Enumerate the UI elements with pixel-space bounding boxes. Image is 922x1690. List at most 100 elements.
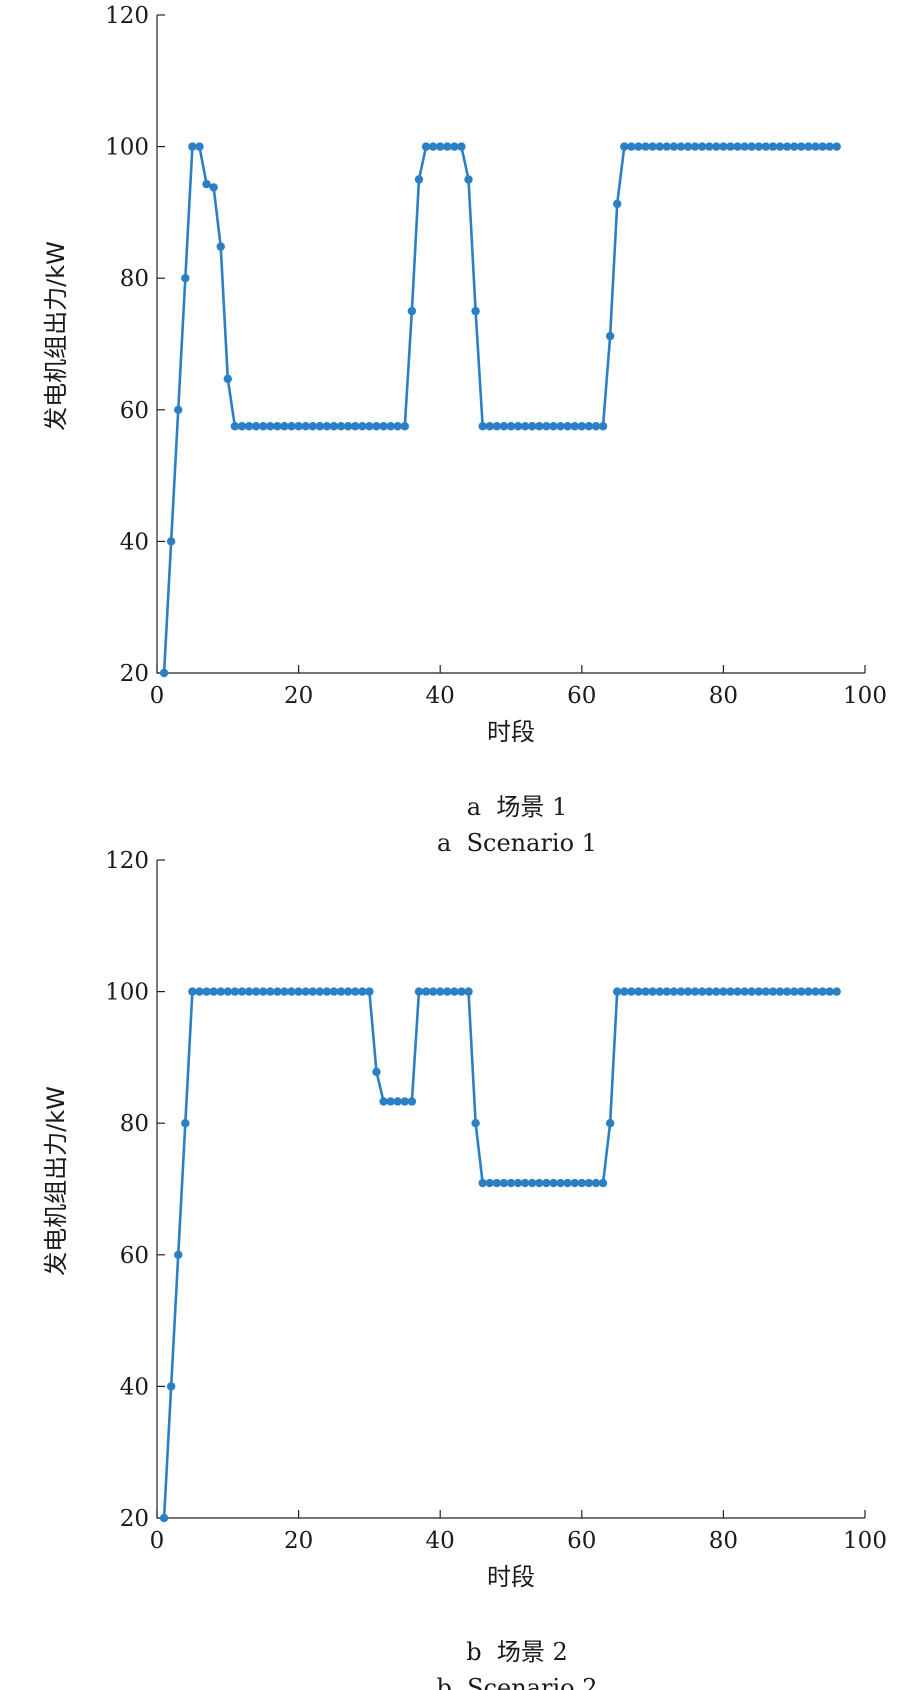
chart-a-data-point <box>832 142 841 151</box>
chart-a-data-point <box>613 199 622 209</box>
chart-b-data-point <box>450 987 459 996</box>
chart-b-data-point <box>804 987 813 996</box>
chart-a-x-tick-label: 40 <box>426 683 455 709</box>
chart-b-data-point <box>280 987 289 996</box>
chart-b-data-point <box>669 987 679 996</box>
chart-b-data-point <box>782 987 792 996</box>
chart-a-data-point <box>280 422 289 431</box>
chart-a-data-point <box>542 422 551 431</box>
chart-a-data-point <box>372 422 381 431</box>
chart-b-data-point <box>485 1178 494 1188</box>
chart-a-data-point <box>230 422 240 431</box>
chart-a-data-point <box>464 175 473 184</box>
chart-b-data-point <box>329 987 339 996</box>
chart-b-data-point <box>322 987 332 996</box>
chart-panel-a: 20 40 60 80 100 120 0 20 40 60 80 100 时段 发电机组出力/kW… <box>42 3 887 857</box>
chart-b-data-point <box>620 987 629 996</box>
chart-b-data-point <box>535 1178 544 1188</box>
chart-a-data-point <box>620 142 629 151</box>
chart-b-data-point <box>351 987 360 996</box>
chart-a-data-point <box>421 142 431 151</box>
chart-a-x-tick-label: 0 <box>150 683 165 709</box>
chart-a-x-tick-label: 80 <box>709 683 738 709</box>
chart-b-data-point <box>237 987 247 996</box>
chart-b-x-axis-label: 时段 <box>487 1563 535 1591</box>
chart-a-data-point <box>471 306 480 316</box>
chart-b-data-point <box>251 987 261 996</box>
chart-b-data-point <box>209 987 218 996</box>
chart-a-data-point <box>358 422 367 431</box>
chart-a-data-point <box>457 142 466 151</box>
chart-b-caption-cn: b 场景 2 <box>466 1638 568 1666</box>
chart-a-data-point <box>336 422 346 431</box>
chart-a-caption-cn: a 场景 1 <box>467 793 567 821</box>
chart-b-data-point <box>428 987 438 996</box>
chart-a-data-point <box>506 422 516 431</box>
chart-b-data-point <box>365 987 374 996</box>
chart-b-data-point <box>662 987 671 996</box>
chart-b-data-point <box>790 987 799 996</box>
chart-a-data-point <box>726 142 735 151</box>
chart-a-data-point <box>436 142 445 151</box>
chart-b-data-point <box>655 987 664 996</box>
chart-b-data-point <box>761 987 771 996</box>
chart-a-data-point <box>712 142 721 151</box>
chart-a-x-tick-label: 20 <box>284 683 313 709</box>
chart-a-data-point <box>705 142 714 151</box>
chart-b-data-point <box>513 1178 523 1188</box>
chart-a-data-point <box>223 374 232 384</box>
chart-a-data-point <box>719 142 728 151</box>
chart-b-data-point <box>740 987 749 996</box>
chart-a-data-point <box>797 142 806 151</box>
chart-a-data-point <box>414 175 424 184</box>
chart-b-data-point <box>549 1178 558 1188</box>
chart-a-y-tick-label: 80 <box>120 266 149 292</box>
chart-a-data-point <box>662 142 671 151</box>
chart-b-points <box>159 987 841 1523</box>
chart-a-data-point <box>825 142 834 151</box>
chart-b-data-point <box>528 1178 537 1188</box>
chart-a-data-point <box>244 422 254 431</box>
chart-b-x-tick-label: 0 <box>150 1528 165 1554</box>
chart-a-data-point <box>549 422 558 431</box>
chart-b-data-point <box>386 1097 395 1106</box>
chart-a-y-ticks: 20 40 60 80 100 120 <box>105 3 165 687</box>
chart-b-data-point <box>308 987 317 996</box>
chart-a-data-point <box>811 142 820 151</box>
chart-b-data-point <box>747 987 756 996</box>
chart-b-data-point <box>379 1097 388 1106</box>
chart-a-data-point <box>669 142 679 151</box>
chart-b-data-point <box>188 987 197 996</box>
chart-a-data-point <box>188 142 197 151</box>
chart-a-data-point <box>322 422 332 431</box>
chart-b-data-point <box>627 987 636 996</box>
chart-a-y-axis-label: 发电机组出力/kW <box>42 241 70 431</box>
chart-a-data-point <box>202 179 211 189</box>
chart-b-data-point <box>648 987 657 996</box>
chart-panel-b: 20 40 60 80 100 120 0 20 40 60 80 100 时段 发电机组出力/kW… <box>0 845 922 1690</box>
chart-a-data-point <box>351 422 360 431</box>
chart-b-data-point <box>400 1097 409 1106</box>
chart-b-data-point <box>613 987 622 996</box>
chart-b-data-point <box>726 987 735 996</box>
chart-b-data-point <box>315 987 325 996</box>
chart-a-data-point <box>655 142 664 151</box>
chart-a-y-tick-label: 60 <box>120 398 149 424</box>
chart-b-data-point <box>520 1178 530 1188</box>
chart-a-data-point <box>690 142 700 151</box>
chart-a-data-point <box>733 142 742 151</box>
chart-a-data-point <box>782 142 792 151</box>
chart-a-data-point <box>634 142 643 151</box>
chart-a-data-point <box>768 142 778 151</box>
chart-b-x-ticks: 0 20 40 60 80 100 <box>150 1510 887 1554</box>
chart-a-data-point <box>365 422 374 431</box>
chart-a-data-point <box>308 422 317 431</box>
chart-b-data-point <box>825 987 834 996</box>
chart-a-points <box>159 142 841 678</box>
chart-b-data-point <box>775 987 785 996</box>
chart-b-y-tick-label: 120 <box>105 848 149 874</box>
chart-a-data-point <box>393 422 402 431</box>
chart-b-data-point <box>407 1097 417 1106</box>
chart-a-data-point <box>747 142 756 151</box>
